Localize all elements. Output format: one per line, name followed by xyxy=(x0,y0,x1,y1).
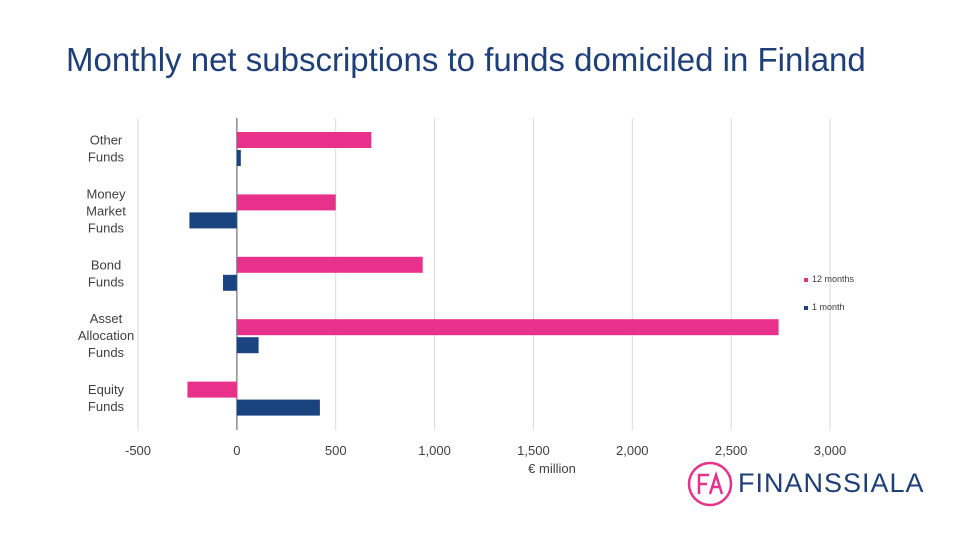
brand-name: FINANSSIALA xyxy=(738,468,925,498)
x-tick-labels: -500 0 500 1,000 1,500 2,000 2,500 3,000 xyxy=(125,443,846,458)
chart-bars xyxy=(187,132,779,416)
chart-gridlines xyxy=(137,118,831,430)
x-tick-label: 2,500 xyxy=(715,443,748,458)
category-label: Bond Funds xyxy=(88,257,125,289)
bar-12-months xyxy=(236,256,423,273)
finanssiala-logo-icon xyxy=(687,461,733,507)
bar-12-months xyxy=(236,319,779,336)
category-label: Equity Funds xyxy=(88,382,125,414)
legend-swatch xyxy=(804,278,808,282)
category-labels: Other Funds Money Market Funds Bond Funds Asset… xyxy=(78,133,134,415)
bar-1-month xyxy=(236,150,241,166)
category-label: Other Funds xyxy=(88,133,125,165)
bar-12-months xyxy=(236,194,336,211)
chart-legend: 12 months 1 month xyxy=(804,274,855,312)
bar-1-month xyxy=(236,337,259,354)
x-tick-label: 1,500 xyxy=(517,443,550,458)
x-tick-label: 1,000 xyxy=(418,443,451,458)
category-label: Asset Allocation Funds xyxy=(78,311,134,360)
x-tick-label: 500 xyxy=(325,443,347,458)
x-tick-label: 0 xyxy=(233,443,240,458)
x-tick-label: 2,000 xyxy=(616,443,649,458)
bar-1-month xyxy=(189,212,237,229)
bar-1-month xyxy=(223,274,237,291)
category-label: Money Market Funds xyxy=(86,186,126,235)
x-tick-label: 3,000 xyxy=(814,443,847,458)
legend-label: 1 month xyxy=(812,302,845,312)
bar-1-month xyxy=(236,399,320,416)
bar-12-months xyxy=(187,381,237,398)
legend-label: 12 months xyxy=(812,274,855,284)
bar-12-months xyxy=(236,132,372,148)
slide-title: Monthly net subscriptions to funds domic… xyxy=(66,41,866,78)
x-tick-label: -500 xyxy=(125,443,151,458)
x-axis-title: € million xyxy=(528,461,576,476)
legend-swatch xyxy=(804,306,808,310)
